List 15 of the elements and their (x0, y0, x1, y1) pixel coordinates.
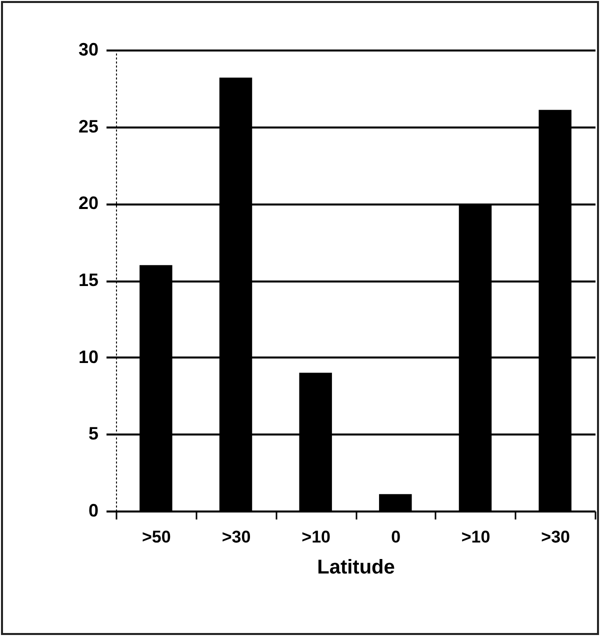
x-tick-label: >50 (142, 528, 171, 546)
y-tick-label: 15 (78, 270, 98, 290)
y-tick-label: 30 (78, 40, 98, 60)
x-tick-label: >30 (222, 528, 251, 546)
y-tick-label: 25 (78, 116, 98, 136)
x-tick-label: 0 (391, 528, 401, 546)
y-tick-label: 0 (88, 500, 98, 520)
x-axis-title: Latitude (317, 556, 395, 578)
y-tick-label: 20 (78, 193, 98, 214)
x-tick-label: >10 (302, 528, 331, 546)
x-tick-label: >30 (541, 528, 570, 546)
bar (379, 494, 412, 511)
y-tick-label: 5 (88, 424, 98, 444)
x-tick-label: >10 (461, 528, 490, 546)
y-tick-label: 10 (78, 346, 98, 367)
